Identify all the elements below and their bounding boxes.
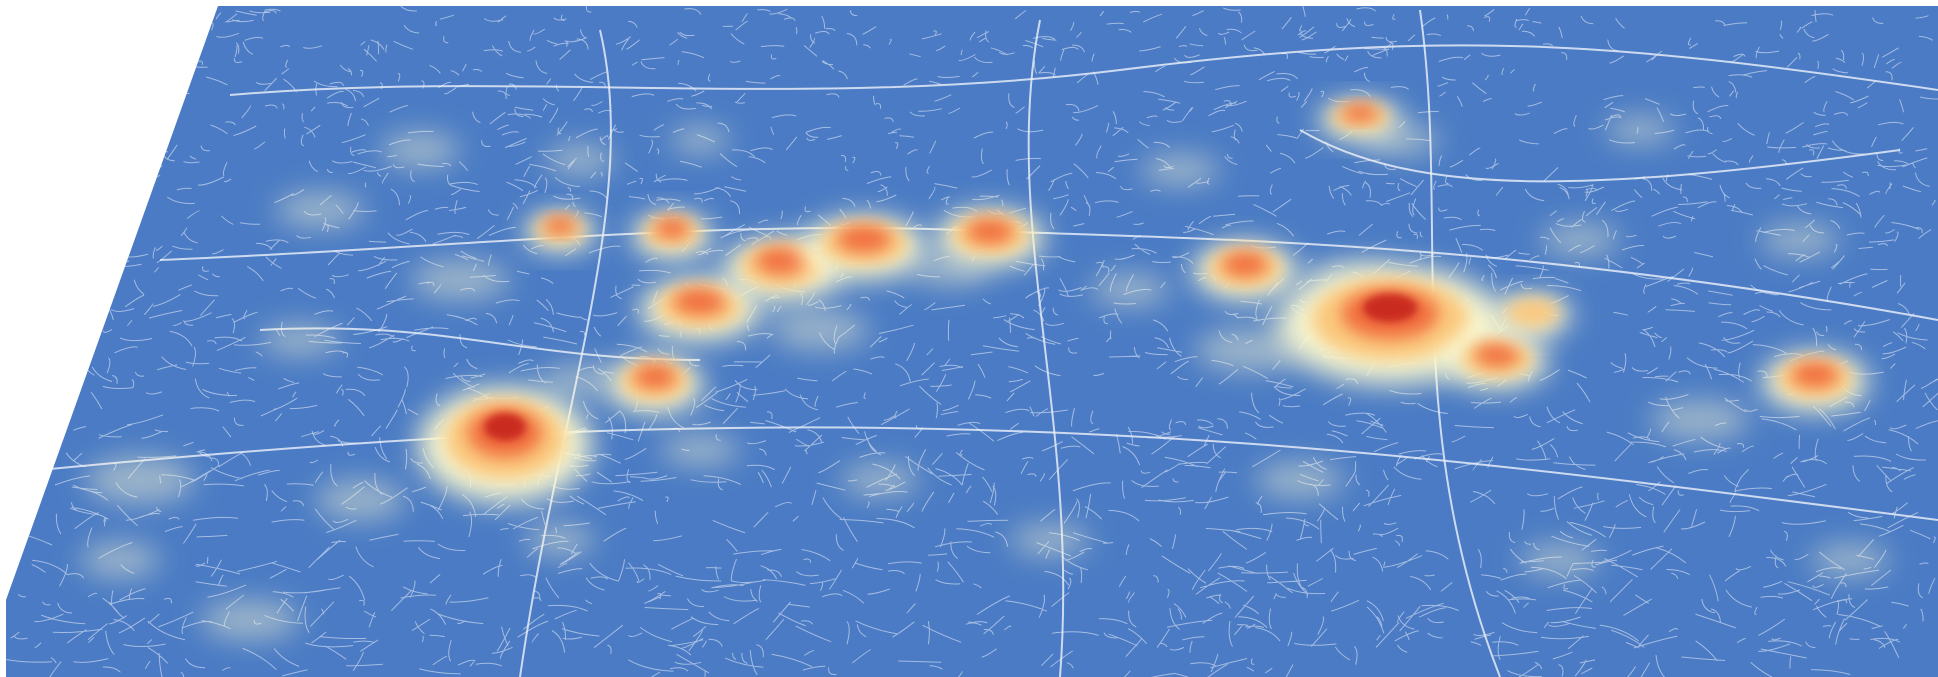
haze-patch-30 <box>1540 224 1620 256</box>
hotspot-3[interactable] <box>632 213 712 259</box>
haze-patch-23 <box>1010 524 1090 556</box>
hotspot-3-layer-3 <box>654 218 690 238</box>
hotspot-10[interactable] <box>1318 100 1402 140</box>
map-base-plane <box>6 6 1938 677</box>
haze-patch-20 <box>1255 462 1345 498</box>
hotspot-11[interactable] <box>1276 265 1504 385</box>
haze-patch-5 <box>410 260 510 300</box>
haze-patch-19 <box>1605 116 1675 144</box>
hotspot-7-layer-3 <box>837 225 891 253</box>
hotspot-1[interactable] <box>418 387 592 503</box>
haze-patch-21 <box>840 464 920 496</box>
haze-patch-7 <box>80 542 160 578</box>
major-road-8 <box>1299 129 1901 183</box>
haze-patch-13 <box>1140 154 1220 186</box>
hotspot-2[interactable] <box>524 212 596 252</box>
hotspot-5[interactable] <box>638 279 762 341</box>
haze-patch-17 <box>1650 400 1750 440</box>
major-road-3 <box>39 426 1938 521</box>
hotspot-1-layer-4 <box>484 413 526 441</box>
haze-patch-26 <box>260 324 340 356</box>
haze-patch-8 <box>315 480 405 520</box>
haze-patch-1 <box>380 132 460 168</box>
hotspot-7[interactable] <box>801 216 927 280</box>
hotspot-14[interactable] <box>1761 352 1869 412</box>
haze-patch-24 <box>1520 544 1600 576</box>
hotspot-6-layer-3 <box>756 247 808 275</box>
hotspot-layer <box>418 100 1869 503</box>
haze-patch-11 <box>770 310 870 350</box>
hotspot-12-layer-3 <box>1475 343 1519 367</box>
hotspot-4[interactable] <box>606 356 704 414</box>
major-road-4 <box>519 29 612 677</box>
haze-patch-29 <box>1090 274 1170 306</box>
major-road-1 <box>229 44 1938 96</box>
hotspot-5-layer-3 <box>673 288 727 315</box>
hotspot-14-layer-3 <box>1792 362 1838 388</box>
haze-patch-25 <box>1810 544 1890 576</box>
haze-patch-10 <box>525 524 595 556</box>
hotspot-13-layer-2 <box>1506 298 1560 327</box>
hotspot-9[interactable] <box>1192 242 1298 300</box>
hotspot-9-layer-3 <box>1222 252 1268 277</box>
haze-patch-4 <box>275 192 365 228</box>
major-road-7 <box>259 327 701 361</box>
haze-patch-2 <box>545 144 615 176</box>
hotspot-4-layer-3 <box>634 364 676 389</box>
haze-patch-14 <box>1195 328 1305 372</box>
hotspot-8[interactable] <box>935 209 1045 267</box>
major-road-5 <box>1027 19 1065 677</box>
haze-patch-6 <box>85 456 195 504</box>
haze-patch-18 <box>1760 224 1840 256</box>
hotspot-12[interactable] <box>1445 335 1549 389</box>
hotspot-8-layer-3 <box>966 219 1014 244</box>
hotspot-13[interactable] <box>1494 294 1572 336</box>
haze-patch-22 <box>660 434 740 466</box>
hotspot-11-layer-4 <box>1362 293 1418 323</box>
hotspot-2-layer-3 <box>544 217 576 234</box>
haze-patch-9 <box>200 600 300 640</box>
hotspot-10-layer-3 <box>1342 104 1378 122</box>
haze-patch-27 <box>540 364 620 396</box>
haze-patch-3 <box>670 126 730 154</box>
